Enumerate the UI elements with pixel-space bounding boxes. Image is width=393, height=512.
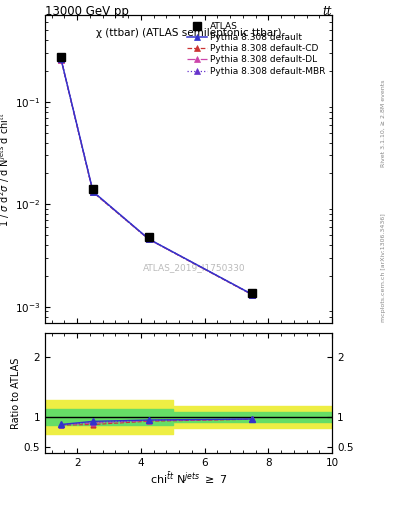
Text: mcplots.cern.ch [arXiv:1306.3436]: mcplots.cern.ch [arXiv:1306.3436] (381, 213, 386, 322)
ATLAS (147, 234, 151, 240)
Y-axis label: Ratio to ATLAS: Ratio to ATLAS (11, 357, 21, 429)
Pythia 8.308 default (250, 291, 255, 297)
Pythia 8.308 default (91, 188, 95, 195)
Pythia 8.308 default-DL (250, 292, 255, 298)
Pythia 8.308 default-DL (59, 56, 64, 62)
X-axis label: chi$^{\bar{t}t}$ N$^{jets}$ $\geq$ 7: chi$^{\bar{t}t}$ N$^{jets}$ $\geq$ 7 (150, 471, 228, 486)
Pythia 8.308 default (147, 236, 151, 242)
Line: Pythia 8.308 default: Pythia 8.308 default (58, 56, 255, 297)
Text: Rivet 3.1.10, ≥ 2.8M events: Rivet 3.1.10, ≥ 2.8M events (381, 79, 386, 166)
ATLAS (91, 186, 95, 193)
Pythia 8.308 default-MBR (147, 236, 151, 242)
Pythia 8.308 default-CD (250, 292, 255, 298)
Line: ATLAS: ATLAS (57, 53, 256, 297)
Line: Pythia 8.308 default-MBR: Pythia 8.308 default-MBR (58, 57, 255, 297)
Pythia 8.308 default (59, 56, 64, 62)
Legend: ATLAS, Pythia 8.308 default, Pythia 8.308 default-CD, Pythia 8.308 default-DL, P: ATLAS, Pythia 8.308 default, Pythia 8.30… (185, 20, 328, 77)
ATLAS (59, 54, 64, 60)
Line: Pythia 8.308 default-DL: Pythia 8.308 default-DL (58, 57, 255, 297)
Pythia 8.308 default-MBR (59, 56, 64, 62)
Text: 13000 GeV pp: 13000 GeV pp (45, 5, 129, 18)
Text: ATLAS_2019_I1750330: ATLAS_2019_I1750330 (143, 263, 246, 272)
Pythia 8.308 default-CD (147, 236, 151, 242)
Pythia 8.308 default-CD (91, 189, 95, 196)
Pythia 8.308 default-MBR (91, 189, 95, 195)
Text: χ (ttbar) (ATLAS semileptonic ttbar): χ (ttbar) (ATLAS semileptonic ttbar) (96, 28, 281, 38)
Pythia 8.308 default-CD (59, 57, 64, 63)
Pythia 8.308 default-DL (147, 236, 151, 242)
Y-axis label: 1 / $\sigma$ d$^2\sigma$ / d N$^{jets}$ d chi$^{\bar{t}t}$: 1 / $\sigma$ d$^2\sigma$ / d N$^{jets}$ … (0, 112, 12, 226)
ATLAS (250, 290, 255, 296)
Line: Pythia 8.308 default-CD: Pythia 8.308 default-CD (58, 57, 255, 297)
Text: tt: tt (323, 5, 332, 18)
Pythia 8.308 default-MBR (250, 291, 255, 297)
Pythia 8.308 default-DL (91, 189, 95, 195)
